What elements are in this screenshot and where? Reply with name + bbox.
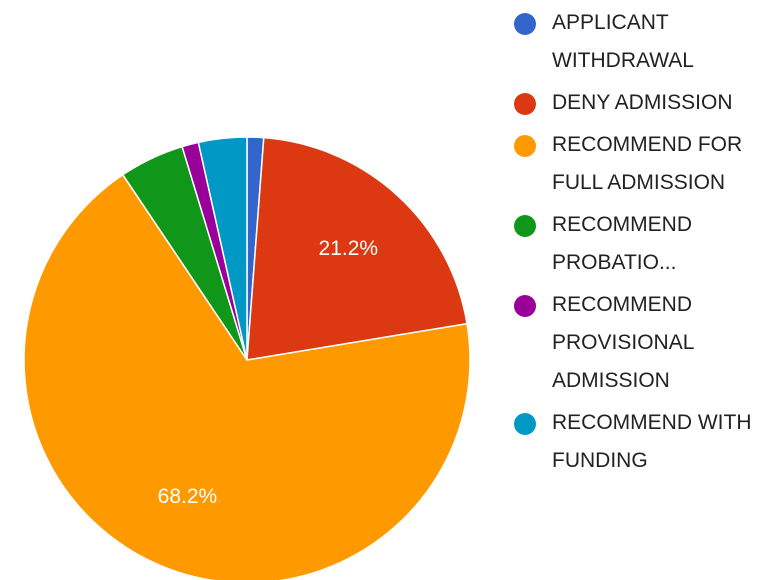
legend-label: RECOMMEND PROBATIO... xyxy=(552,213,692,274)
legend-item: RECOMMEND PROVISIONAL ADMISSION xyxy=(514,286,762,400)
pie-slice xyxy=(23,173,471,580)
legend-label: RECOMMEND WITH FUNDING xyxy=(552,411,752,472)
legend-label: RECOMMEND FOR FULL ADMISSION xyxy=(552,133,743,194)
legend-swatch xyxy=(514,93,536,115)
legend-swatch xyxy=(514,135,536,157)
legend-label: RECOMMEND PROVISIONAL ADMISSION xyxy=(552,293,694,392)
legend-item: APPLICANT WITHDRAWAL xyxy=(514,4,762,80)
slice-label: 68.2% xyxy=(158,485,218,508)
legend-item: RECOMMEND FOR FULL ADMISSION xyxy=(514,126,762,202)
slice-label: 21.2% xyxy=(319,237,379,260)
legend-swatch xyxy=(514,295,536,317)
legend-swatch xyxy=(514,13,536,35)
legend-swatch xyxy=(514,413,536,435)
legend-item: RECOMMEND PROBATIO... xyxy=(514,206,762,282)
legend-label: DENY ADMISSION xyxy=(552,91,733,114)
pie-slice xyxy=(246,136,468,361)
pie-slice xyxy=(197,136,248,361)
chart: 21.2% 68.2% xyxy=(23,136,471,580)
legend: APPLICANT WITHDRAWAL DENY ADMISSION RECOMM… xyxy=(514,4,762,480)
legend-item: DENY ADMISSION xyxy=(514,84,762,122)
legend-label: APPLICANT WITHDRAWAL xyxy=(552,11,694,72)
legend-item: RECOMMEND WITH FUNDING xyxy=(514,404,762,480)
legend-swatch xyxy=(514,215,536,237)
